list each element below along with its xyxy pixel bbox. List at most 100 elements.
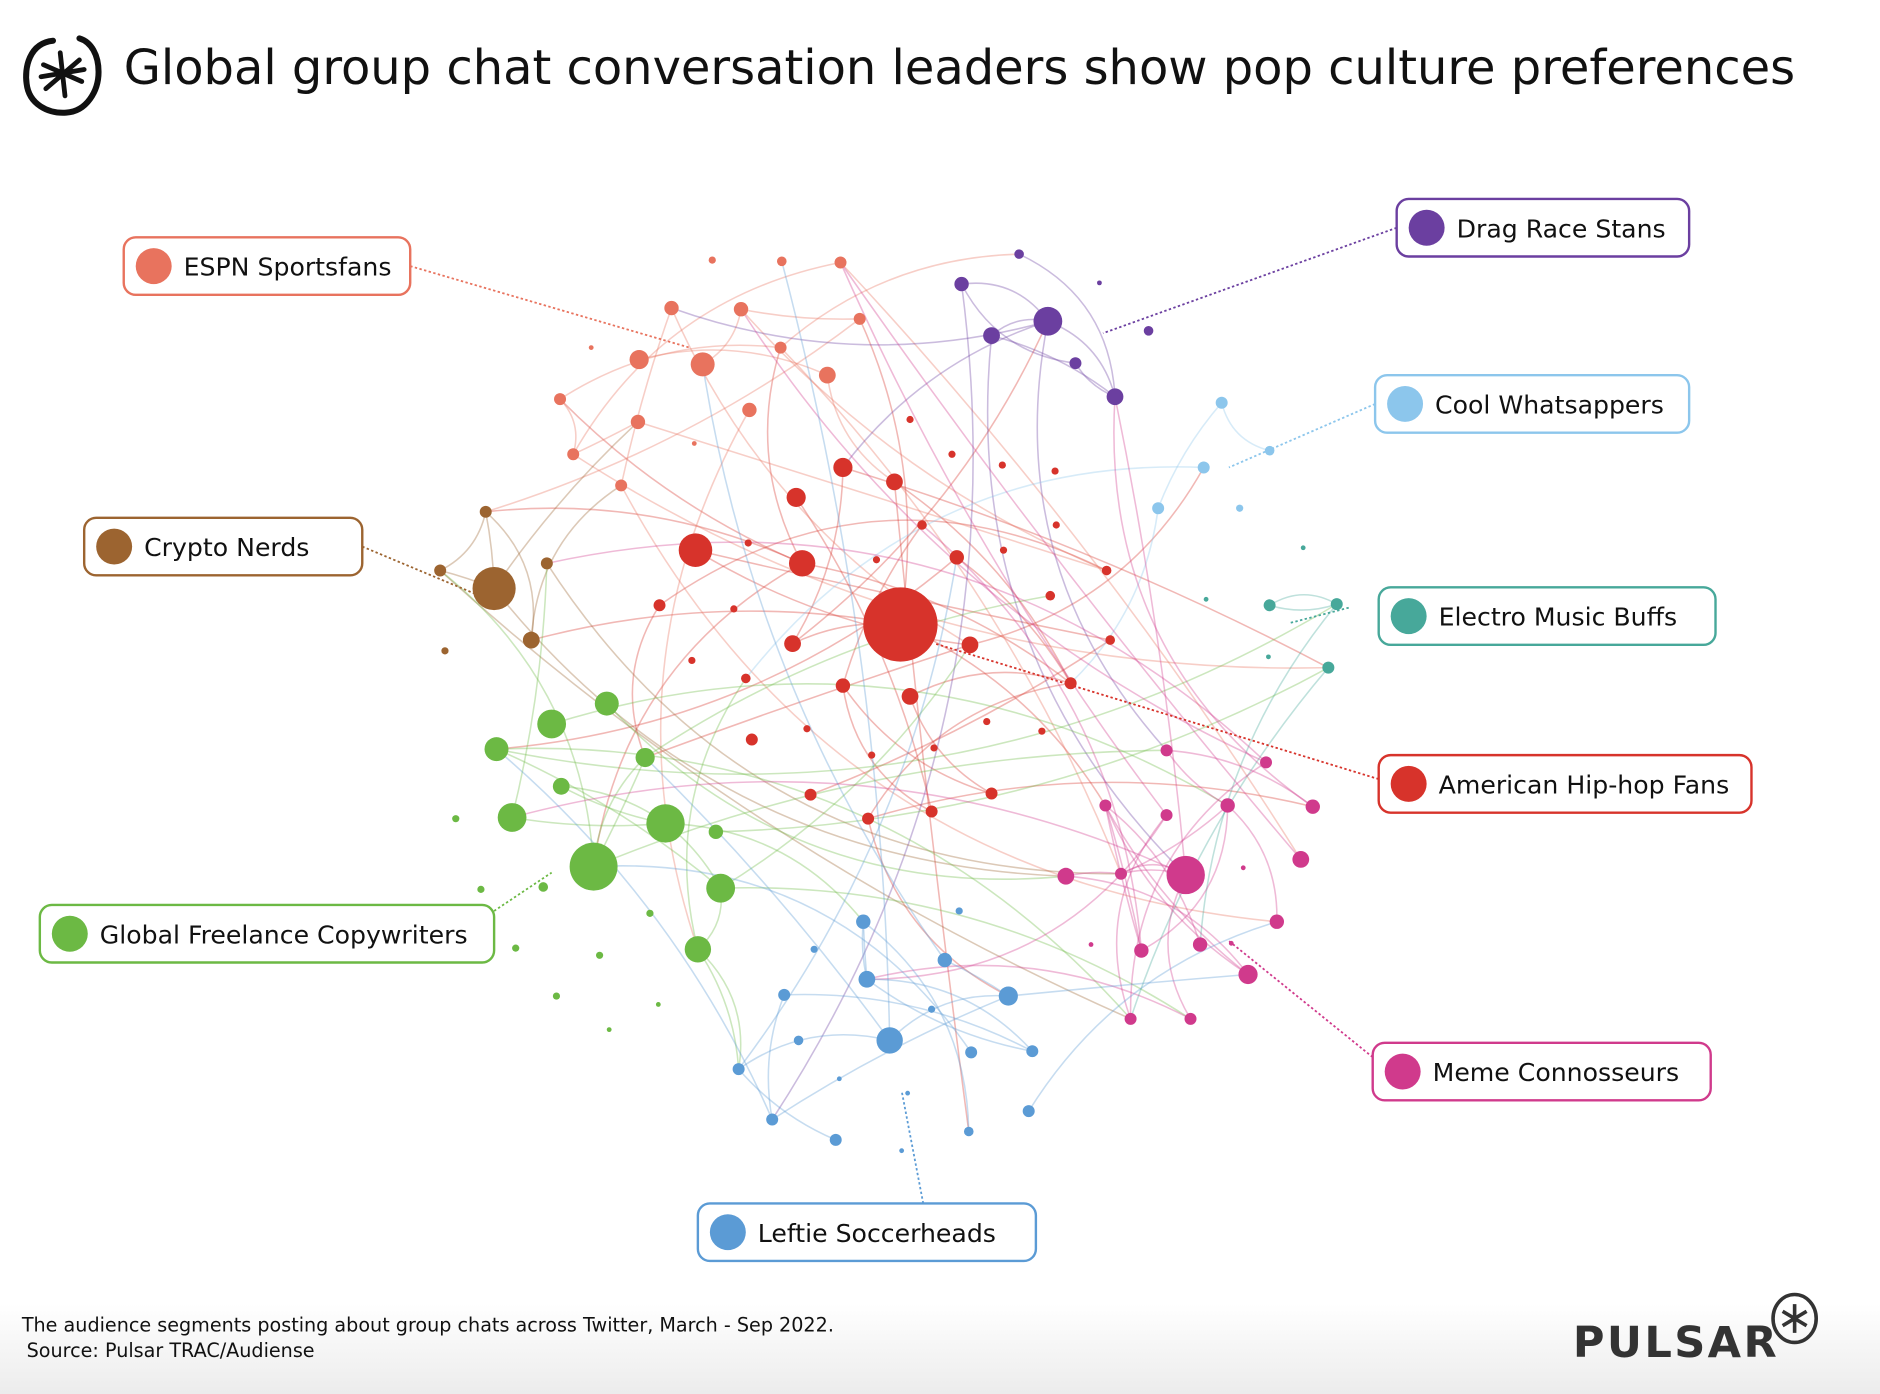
node-meme[interactable]: [1184, 1012, 1197, 1025]
node-leftie[interactable]: [937, 952, 952, 968]
node-leftie[interactable]: [899, 1148, 905, 1154]
node-leftie[interactable]: [965, 1046, 978, 1059]
node-drag[interactable]: [1014, 249, 1024, 259]
node-espn[interactable]: [664, 300, 679, 316]
node-hiphop[interactable]: [730, 605, 738, 613]
node-espn[interactable]: [567, 448, 580, 461]
node-hiphop[interactable]: [906, 415, 914, 424]
node-electro[interactable]: [1203, 596, 1209, 602]
node-hiphop[interactable]: [1045, 590, 1056, 601]
node-copy[interactable]: [552, 777, 570, 795]
node-crypto[interactable]: [472, 566, 516, 611]
node-hiphop[interactable]: [804, 788, 817, 801]
node-electro[interactable]: [1322, 661, 1335, 674]
node-copy[interactable]: [646, 804, 685, 843]
label-meme[interactable]: Meme Connosseurs: [1371, 1041, 1712, 1102]
node-crypto[interactable]: [434, 564, 447, 577]
node-copy[interactable]: [595, 951, 604, 959]
label-electro[interactable]: Electro Music Buffs: [1377, 586, 1717, 647]
node-meme[interactable]: [1099, 799, 1112, 812]
node-hiphop[interactable]: [678, 533, 713, 567]
node-leftie[interactable]: [858, 970, 876, 988]
node-meme[interactable]: [1057, 867, 1075, 885]
node-whatsapp[interactable]: [1197, 461, 1210, 474]
node-meme[interactable]: [1166, 855, 1205, 895]
node-hiphop[interactable]: [784, 635, 801, 653]
node-espn[interactable]: [742, 402, 757, 418]
node-espn[interactable]: [733, 302, 749, 317]
label-copy[interactable]: Global Freelance Copywriters: [38, 903, 496, 964]
node-electro[interactable]: [1330, 598, 1343, 611]
node-hiphop[interactable]: [901, 688, 919, 705]
node-whatsapp[interactable]: [1215, 396, 1228, 409]
node-meme[interactable]: [1292, 851, 1310, 868]
node-drag[interactable]: [983, 327, 1000, 345]
node-meme[interactable]: [1160, 744, 1173, 757]
node-copy[interactable]: [684, 936, 712, 963]
node-copy[interactable]: [594, 691, 619, 716]
node-espn[interactable]: [708, 256, 716, 264]
node-hiphop[interactable]: [948, 450, 956, 458]
node-drag[interactable]: [1097, 280, 1102, 286]
node-espn[interactable]: [588, 345, 594, 350]
node-meme[interactable]: [1134, 943, 1149, 958]
node-leftie[interactable]: [836, 1076, 842, 1082]
node-espn[interactable]: [776, 256, 787, 267]
node-drag[interactable]: [1069, 357, 1082, 370]
node-leftie[interactable]: [905, 1090, 911, 1096]
node-meme[interactable]: [1228, 940, 1234, 946]
node-meme[interactable]: [1240, 865, 1246, 871]
node-hiphop[interactable]: [1051, 467, 1059, 475]
node-espn[interactable]: [691, 441, 697, 446]
node-hiphop[interactable]: [1038, 727, 1046, 735]
node-crypto[interactable]: [441, 647, 449, 655]
label-hiphop[interactable]: American Hip-hop Fans: [1377, 753, 1753, 814]
node-copy[interactable]: [537, 709, 567, 739]
node-copy[interactable]: [497, 803, 527, 832]
node-leftie[interactable]: [928, 1005, 936, 1013]
node-hiphop[interactable]: [983, 717, 991, 726]
node-leftie[interactable]: [856, 914, 871, 929]
node-espn[interactable]: [818, 366, 836, 384]
label-crypto[interactable]: Crypto Nerds: [82, 516, 364, 577]
node-hiphop[interactable]: [1105, 635, 1115, 645]
node-meme[interactable]: [1114, 867, 1127, 880]
node-drag[interactable]: [1143, 326, 1154, 336]
node-hiphop[interactable]: [886, 473, 903, 491]
node-hiphop[interactable]: [688, 656, 696, 665]
node-copy[interactable]: [552, 992, 561, 1000]
node-espn[interactable]: [630, 414, 646, 430]
node-meme[interactable]: [1160, 809, 1173, 822]
node-meme[interactable]: [1124, 1012, 1137, 1025]
node-copy[interactable]: [635, 747, 655, 768]
node-meme[interactable]: [1305, 799, 1320, 814]
node-espn[interactable]: [615, 479, 628, 492]
node-hiphop[interactable]: [961, 636, 979, 654]
node-espn[interactable]: [629, 349, 649, 370]
node-whatsapp[interactable]: [1236, 504, 1244, 512]
node-hiphop[interactable]: [917, 520, 927, 530]
node-copy[interactable]: [538, 882, 549, 892]
node-meme[interactable]: [1088, 942, 1094, 947]
node-crypto[interactable]: [540, 557, 553, 570]
label-whatsapp[interactable]: Cool Whatsappers: [1373, 373, 1691, 434]
node-copy[interactable]: [708, 824, 724, 840]
node-espn[interactable]: [690, 352, 715, 377]
node-hiphop[interactable]: [788, 550, 816, 577]
node-hiphop[interactable]: [786, 487, 806, 508]
node-meme[interactable]: [1220, 798, 1235, 813]
node-hiphop[interactable]: [1101, 565, 1112, 576]
label-drag[interactable]: Drag Race Stans: [1395, 197, 1691, 258]
node-espn[interactable]: [853, 312, 866, 325]
label-leftie[interactable]: Leftie Soccerheads: [696, 1202, 1038, 1263]
node-drag[interactable]: [1033, 306, 1063, 336]
node-meme[interactable]: [1192, 937, 1208, 952]
node-hiphop[interactable]: [835, 678, 851, 693]
node-hiphop[interactable]: [872, 556, 881, 564]
node-meme[interactable]: [1269, 914, 1285, 929]
node-leftie[interactable]: [793, 1035, 804, 1046]
node-leftie[interactable]: [963, 1126, 974, 1137]
node-hiphop[interactable]: [925, 805, 938, 818]
node-hiphop[interactable]: [1052, 521, 1060, 529]
node-copy[interactable]: [484, 737, 509, 762]
